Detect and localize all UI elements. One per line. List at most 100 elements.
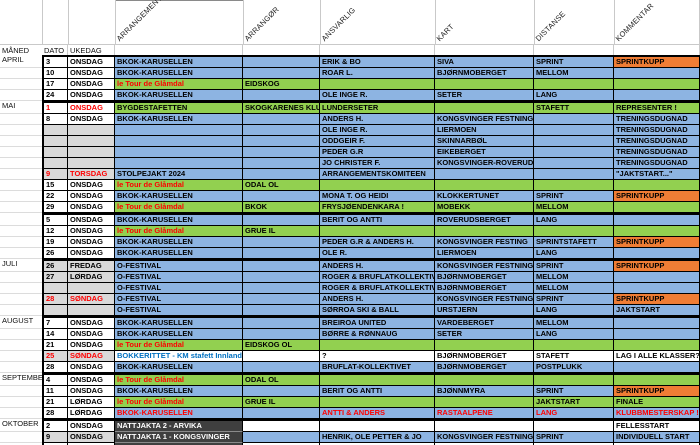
- organizer-cell[interactable]: EIDSKOG OL: [243, 340, 320, 351]
- map-cell[interactable]: EIKEBERGET: [435, 147, 534, 158]
- map-cell[interactable]: [435, 226, 534, 237]
- month-cell[interactable]: [0, 397, 42, 408]
- date-cell[interactable]: [42, 158, 68, 169]
- day-cell[interactable]: ONSDAG: [68, 443, 115, 445]
- arrangement-cell[interactable]: [115, 147, 243, 158]
- arrangement-cell[interactable]: BKOK-KARUSELLEN: [115, 114, 243, 125]
- header-maaned[interactable]: MÅNED: [0, 44, 42, 55]
- map-cell[interactable]: KLOKKERTUNET: [435, 191, 534, 202]
- distance-cell[interactable]: SPRINT: [534, 259, 614, 272]
- date-cell[interactable]: 28: [42, 294, 68, 305]
- comment-cell[interactable]: [614, 283, 700, 294]
- map-cell[interactable]: SIVA: [435, 55, 534, 68]
- distance-cell[interactable]: STAFETT: [534, 101, 614, 114]
- map-cell[interactable]: KONGSVINGER FESTNING: [435, 432, 534, 443]
- organizer-cell[interactable]: GRUE IL: [243, 226, 320, 237]
- day-cell[interactable]: ONSDAG: [68, 79, 115, 90]
- date-cell[interactable]: [42, 136, 68, 147]
- comment-cell[interactable]: [614, 226, 700, 237]
- day-cell[interactable]: ONSDAG: [68, 191, 115, 202]
- day-cell[interactable]: ONSDAG: [68, 316, 115, 329]
- day-cell[interactable]: LØRDAG: [68, 397, 115, 408]
- distance-cell[interactable]: SPRINT: [534, 191, 614, 202]
- comment-cell[interactable]: [614, 316, 700, 329]
- organizer-cell[interactable]: [243, 362, 320, 373]
- day-cell[interactable]: ONSDAG: [68, 202, 115, 213]
- organizer-cell[interactable]: [243, 329, 320, 340]
- comment-cell[interactable]: SPRINTKUPP: [614, 386, 700, 397]
- month-cell[interactable]: [0, 90, 42, 101]
- comment-cell[interactable]: SPRINTKUPP: [614, 259, 700, 272]
- month-cell[interactable]: SEPTEMBER: [0, 373, 42, 386]
- distance-cell[interactable]: SPRINTSTAFETT: [534, 237, 614, 248]
- day-cell[interactable]: LØRDAG: [68, 408, 115, 419]
- month-cell[interactable]: [0, 180, 42, 191]
- date-cell[interactable]: 17: [42, 79, 68, 90]
- date-cell[interactable]: 21: [42, 340, 68, 351]
- organizer-cell[interactable]: [243, 283, 320, 294]
- organizer-cell[interactable]: EIDSKOG: [243, 79, 320, 90]
- date-cell[interactable]: 22: [42, 191, 68, 202]
- organizer-cell[interactable]: [243, 432, 320, 443]
- day-cell[interactable]: ONSDAG: [68, 180, 115, 191]
- month-cell[interactable]: [0, 272, 42, 283]
- organizer-cell[interactable]: [243, 443, 320, 445]
- day-cell[interactable]: ONSDAG: [68, 329, 115, 340]
- map-cell[interactable]: [435, 397, 534, 408]
- arrangement-cell[interactable]: STOLPEJAKT 2024: [115, 169, 243, 180]
- organizer-cell[interactable]: [243, 136, 320, 147]
- comment-cell[interactable]: TRENINGSDUGNAD: [614, 158, 700, 169]
- comment-cell[interactable]: KLUBBMESTERSKAP !: [614, 408, 700, 419]
- responsible-cell[interactable]: ODDGEIR F.: [320, 136, 435, 147]
- comment-cell[interactable]: [614, 340, 700, 351]
- organizer-cell[interactable]: [243, 272, 320, 283]
- organizer-cell[interactable]: SKOGKARENES KLUBB: [243, 101, 320, 114]
- distance-cell[interactable]: [534, 169, 614, 180]
- map-cell[interactable]: MOBEKK: [435, 202, 534, 213]
- organizer-cell[interactable]: [243, 259, 320, 272]
- organizer-cell[interactable]: [243, 125, 320, 136]
- organizer-cell[interactable]: [243, 147, 320, 158]
- distance-cell[interactable]: [534, 373, 614, 386]
- map-cell[interactable]: [435, 340, 534, 351]
- month-cell[interactable]: [0, 79, 42, 90]
- comment-cell[interactable]: SPRINTKUPP: [614, 237, 700, 248]
- day-cell[interactable]: ONSDAG: [68, 101, 115, 114]
- map-cell[interactable]: KONGSVINGER FESTING: [435, 237, 534, 248]
- day-cell[interactable]: ONSDAG: [68, 386, 115, 397]
- date-cell[interactable]: 1: [42, 101, 68, 114]
- arrangement-cell[interactable]: le Tour de Glåmdal: [115, 397, 243, 408]
- organizer-cell[interactable]: [243, 213, 320, 226]
- date-cell[interactable]: [42, 283, 68, 294]
- arrangement-cell[interactable]: NATTJAKTA 1 - KONGSVINGER: [115, 432, 243, 443]
- day-cell[interactable]: [68, 125, 115, 136]
- month-cell[interactable]: [0, 386, 42, 397]
- organizer-cell[interactable]: [243, 351, 320, 362]
- date-cell[interactable]: 19: [42, 237, 68, 248]
- rotated-header-arrangement[interactable]: ARRANGEMENT: [114, 0, 164, 43]
- map-cell[interactable]: SETER: [435, 329, 534, 340]
- responsible-cell[interactable]: JO CHRISTER F.: [320, 158, 435, 169]
- month-cell[interactable]: [0, 408, 42, 419]
- distance-cell[interactable]: JAKTSTART: [534, 397, 614, 408]
- date-cell[interactable]: 4: [42, 373, 68, 386]
- month-cell[interactable]: [0, 158, 42, 169]
- responsible-cell[interactable]: BERIT OG ANTTI: [320, 386, 435, 397]
- arrangement-cell[interactable]: le Tour de Glåmdal: [115, 373, 243, 386]
- arrangement-cell[interactable]: O-FESTIVAL: [115, 305, 243, 316]
- organizer-cell[interactable]: [243, 419, 320, 432]
- day-cell[interactable]: ONSDAG: [68, 419, 115, 432]
- date-cell[interactable]: 5: [42, 213, 68, 226]
- organizer-cell[interactable]: [243, 294, 320, 305]
- map-cell[interactable]: [435, 101, 534, 114]
- comment-cell[interactable]: [614, 248, 700, 259]
- organizer-cell[interactable]: GRUE IL: [243, 397, 320, 408]
- organizer-cell[interactable]: BKOK: [243, 202, 320, 213]
- day-cell[interactable]: ONSDAG: [68, 362, 115, 373]
- date-cell[interactable]: 15: [42, 180, 68, 191]
- month-cell[interactable]: [0, 283, 42, 294]
- map-cell[interactable]: SKINNARBØL: [435, 136, 534, 147]
- month-cell[interactable]: [0, 340, 42, 351]
- date-cell[interactable]: 21: [42, 397, 68, 408]
- responsible-cell[interactable]: ROGER & BRUFLATKOLLEKTIVET: [320, 283, 435, 294]
